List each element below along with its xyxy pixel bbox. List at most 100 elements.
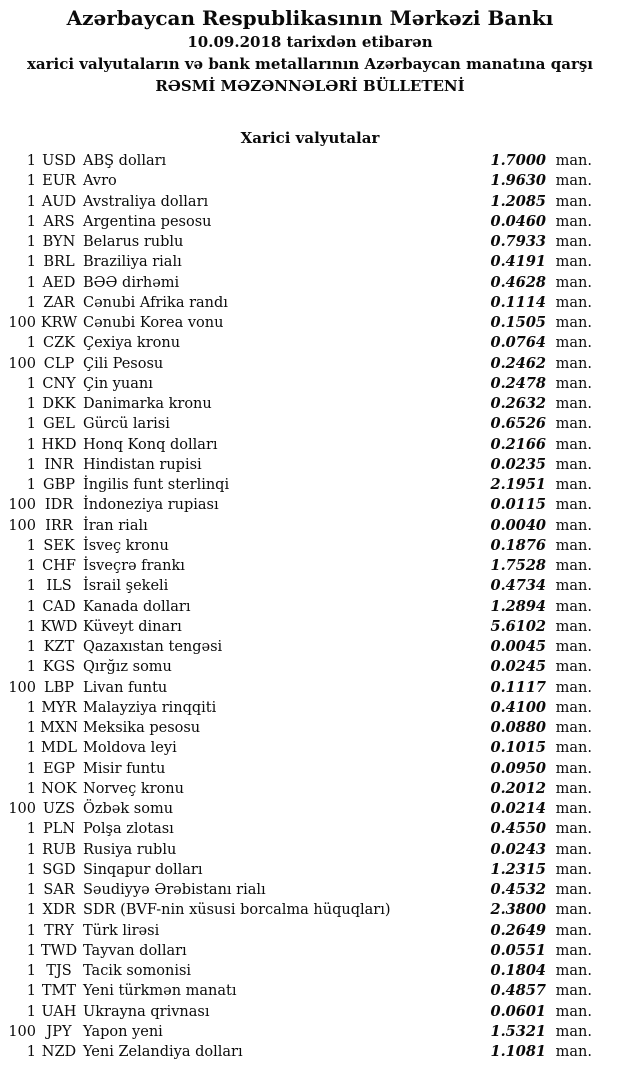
currency-name: Çin yuanı	[83, 375, 153, 392]
currency-code: ILS	[46, 578, 72, 595]
currency-code: MXN	[40, 720, 78, 736]
currency-code: TMT	[41, 983, 77, 1000]
rate-quantity: 1	[26, 274, 36, 291]
rate-row: 1 NZD Yeni Zelandiya dolları 1.1081 man.	[0, 1042, 592, 1062]
rate-unit: man.	[555, 780, 592, 797]
rate-unit: man.	[555, 173, 592, 190]
rate-quantity: 1	[26, 942, 36, 959]
rate-value: 0.0235	[490, 455, 547, 473]
rate-quantity: 100	[8, 315, 36, 331]
rate-quantity: 1	[26, 213, 36, 230]
currency-code: BYN	[42, 234, 76, 250]
rate-quantity: 1	[26, 1003, 36, 1020]
currency-code: ARS	[43, 213, 75, 230]
section-title: Xarici valyutalar	[240, 129, 380, 147]
rate-row: 1 UAH Ukrayna qrivnası 0.0601 man.	[0, 1002, 592, 1022]
rate-row: 1 CZK Çexiya kronu 0.0764 man.	[0, 333, 592, 353]
currency-code: KGS	[42, 659, 76, 676]
rate-row: 1 EUR Avro 1.9630 man.	[0, 171, 592, 191]
rate-quantity: 1	[26, 153, 36, 169]
rate-unit: man.	[555, 639, 592, 655]
currency-name: Rusiya rublu	[83, 841, 177, 858]
currency-code: CLP	[43, 355, 75, 372]
rate-unit: man.	[555, 618, 592, 635]
currency-name: Moldova leyi	[83, 740, 177, 757]
currency-name: Avstraliya dolları	[83, 193, 209, 210]
rate-row: 1 AUD Avstraliya dolları 1.2085 man.	[0, 192, 592, 212]
rate-row: 1 GBP İngilis funt sterlinqi 2.1951 man.	[0, 475, 592, 495]
currency-name: Danimarka kronu	[83, 396, 212, 412]
rate-unit: man.	[555, 517, 592, 534]
rate-quantity: 1	[26, 699, 36, 716]
currency-name: Kanada dolları	[83, 598, 191, 615]
rate-quantity: 1	[26, 780, 36, 797]
rate-quantity: 1	[26, 861, 36, 878]
currency-name: Səudiyyə Ərəbistanı rialı	[83, 882, 266, 898]
rate-quantity: 100	[8, 679, 36, 696]
rate-row: 100 CLP Çili Pesosu 0.2462 man.	[0, 354, 592, 374]
rate-quantity: 100	[8, 355, 36, 372]
rate-unit: man.	[555, 193, 592, 210]
rate-quantity: 1	[26, 598, 36, 615]
rate-unit: man.	[555, 315, 592, 331]
rate-value: 0.0115	[490, 496, 547, 514]
rate-value: 0.0045	[490, 638, 547, 655]
rate-value: 2.1951	[490, 476, 547, 493]
rate-quantity: 1	[26, 618, 36, 635]
rate-value: 1.2315	[490, 860, 547, 878]
rate-unit: man.	[555, 355, 592, 372]
currency-name: Yapon yeni	[83, 1023, 163, 1040]
currency-name: Hindistan rupisi	[83, 456, 202, 473]
rate-row: 1 BRL Braziliya rialı 0.4191 man.	[0, 252, 592, 272]
currency-name: Argentina pesosu	[83, 213, 212, 230]
rate-value: 0.6526	[490, 415, 547, 433]
rate-value: 0.0245	[490, 658, 547, 676]
currency-code: TJS	[46, 963, 72, 979]
currency-name: Çexiya kronu	[83, 335, 181, 352]
currency-code: IRR	[45, 517, 73, 534]
rate-row: 100 IDR İndoneziya rupiası 0.0115 man.	[0, 495, 592, 515]
currency-name: Misir funtu	[83, 760, 166, 777]
currency-code: KZT	[43, 639, 75, 655]
rate-value: 0.1015	[490, 739, 547, 757]
rate-row: 1 GEL Gürcü larisi 0.6526 man.	[0, 414, 592, 434]
rate-quantity: 1	[26, 1044, 36, 1060]
currency-name: Malayziya rinqqiti	[83, 699, 217, 716]
rate-unit: man.	[555, 254, 592, 271]
rate-unit: man.	[555, 679, 592, 696]
rate-row: 1 CHF İsveçrə frankı 1.7528 man.	[0, 556, 592, 576]
rate-value: 0.2649	[490, 921, 547, 939]
document-header: Azərbaycan Respublikasının Mərkəzi Bankı…	[0, 0, 620, 97]
rate-row: 1 INR Hindistan rupisi 0.0235 man.	[0, 455, 592, 475]
rate-unit: man.	[555, 234, 592, 250]
rate-unit: man.	[555, 902, 592, 919]
rate-value: 0.2012	[490, 779, 547, 797]
rate-unit: man.	[555, 882, 592, 898]
currency-code: UZS	[42, 801, 76, 817]
rate-quantity: 1	[26, 841, 36, 858]
rate-value: 0.1505	[490, 314, 547, 331]
rate-row: 1 ZAR Cənubi Afrika randı 0.1114 man.	[0, 293, 592, 313]
rate-quantity: 1	[26, 294, 36, 311]
rate-value: 0.4628	[490, 273, 547, 291]
currency-code: CNY	[42, 375, 76, 392]
rate-quantity: 1	[26, 173, 36, 190]
rate-quantity: 1	[26, 720, 36, 736]
rate-unit: man.	[555, 456, 592, 473]
currency-name: Polşa zlotası	[83, 821, 174, 838]
rate-row: 1 HKD Honq Konq dolları 0.2166 man.	[0, 435, 592, 455]
rate-row: 1 AED BƏƏ dirhəmi 0.4628 man.	[0, 273, 592, 293]
rate-unit: man.	[555, 963, 592, 979]
rate-row: 1 PLN Polşa zlotası 0.4550 man.	[0, 819, 592, 839]
currency-name: Meksika pesosu	[83, 720, 201, 736]
rate-value: 1.5321	[490, 1022, 547, 1040]
currency-name: Özbək somu	[83, 801, 174, 817]
rate-quantity: 1	[26, 882, 36, 898]
rate-row: 1 DKK Danimarka kronu 0.2632 man.	[0, 394, 592, 414]
currency-name: İndoneziya rupiası	[83, 497, 219, 514]
rate-value: 0.2632	[490, 395, 547, 412]
effective-date-line: 10.09.2018 tarixdən etibarən	[187, 33, 433, 51]
rate-value: 0.2478	[490, 374, 547, 392]
rate-quantity: 1	[26, 983, 36, 1000]
rate-quantity: 1	[26, 740, 36, 757]
